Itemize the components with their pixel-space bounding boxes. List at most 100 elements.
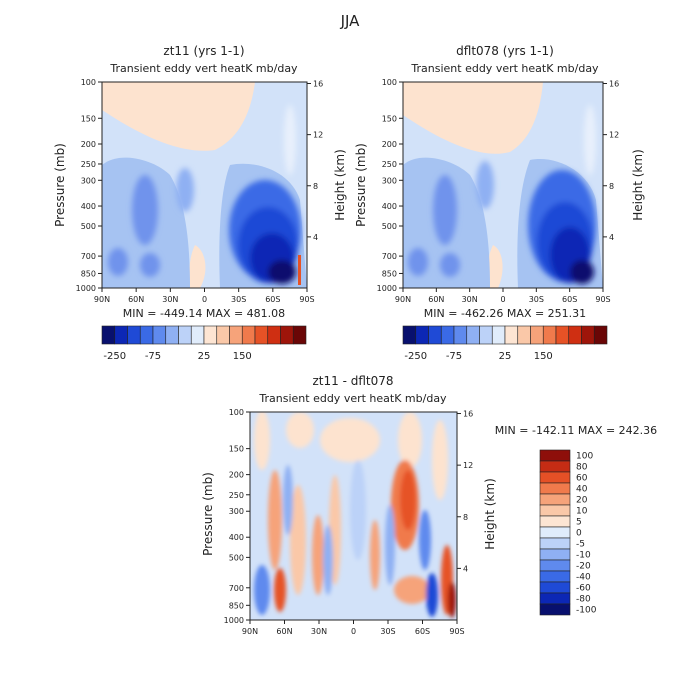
y2-tick-label: 12 xyxy=(313,131,323,140)
y-tick-label: 100 xyxy=(229,408,244,417)
colorbar-swatch xyxy=(139,325,154,345)
y-axis-label: Pressure (mb) xyxy=(53,143,67,227)
colorbar-label: -75 xyxy=(145,351,161,362)
colorbar-swatch xyxy=(114,325,128,345)
colorbar-swatch xyxy=(542,325,557,345)
x-tick-label: 0 xyxy=(202,295,207,304)
min-max-stats: MIN = -449.14 MAX = 481.08 xyxy=(123,307,285,320)
x-tick-label: 60N xyxy=(428,295,444,304)
y-tick-label: 200 xyxy=(382,140,397,149)
colorbar-swatch xyxy=(539,581,571,594)
colorbar-swatch xyxy=(539,570,571,583)
colorbar-swatch xyxy=(593,325,608,345)
colorbar-swatch xyxy=(241,325,256,345)
x-tick-label: 30S xyxy=(231,295,246,304)
colorbar-swatch xyxy=(539,548,571,561)
y-tick-label: 400 xyxy=(81,202,96,211)
colorbar-swatch xyxy=(539,482,571,495)
colorbar-label: 25 xyxy=(198,351,211,362)
y-tick-label: 300 xyxy=(81,176,96,185)
y-tick-label: 400 xyxy=(229,533,244,542)
panel-dflt078: dflt078 (yrs 1-1) Transient eddy vert he… xyxy=(354,44,645,362)
colorbar-swatch xyxy=(280,325,294,345)
colorbar-swatch xyxy=(539,526,571,539)
x-tick-label: 90S xyxy=(299,295,314,304)
y-tick-label: 400 xyxy=(382,202,397,211)
colorbar-swatch xyxy=(539,515,571,528)
colorbar-swatch xyxy=(539,603,571,616)
y-tick-label: 850 xyxy=(229,601,244,610)
colorbar-label: -250 xyxy=(404,351,427,362)
colorbar-swatch xyxy=(402,325,417,345)
colorbar-swatch xyxy=(216,325,230,345)
colorbar-label: -100 xyxy=(576,606,597,616)
colorbar-swatch xyxy=(254,325,269,345)
colorbar-swatch xyxy=(229,325,243,345)
colorbar-label: -250 xyxy=(103,351,126,362)
colorbar-label: 20 xyxy=(576,496,588,506)
colorbar-swatch xyxy=(101,325,116,345)
colorbar-swatch xyxy=(504,325,519,345)
x-tick-label: 0 xyxy=(500,295,505,304)
colorbar-label: 80 xyxy=(576,463,588,473)
y-tick-label: 200 xyxy=(229,471,244,480)
colorbar-swatch xyxy=(178,325,192,345)
min-max-stats: MIN = -142.11 MAX = 242.36 xyxy=(495,424,657,437)
y-tick-label: 250 xyxy=(382,160,397,169)
y-tick-label: 300 xyxy=(229,507,244,516)
x-tick-label: 60S xyxy=(562,295,577,304)
y-tick-label: 850 xyxy=(81,269,96,278)
colorbar-label: 5 xyxy=(576,518,582,528)
y-tick-label: 250 xyxy=(229,491,244,500)
y2-tick-label: 16 xyxy=(313,80,323,89)
colorbar-swatch xyxy=(190,325,205,345)
x-tick-label: 90N xyxy=(395,295,411,304)
y2-axis-label: Height (km) xyxy=(631,149,645,220)
colorbar-swatch xyxy=(539,537,571,550)
heatmap-field xyxy=(403,82,603,288)
panel-difference: zt11 - dflt078 Transient eddy vert heatK… xyxy=(201,374,657,636)
colorbar-label: -40 xyxy=(576,573,591,583)
colorbar-label: 40 xyxy=(576,485,588,495)
colorbar-swatch xyxy=(152,325,167,345)
y-tick-label: 100 xyxy=(81,78,96,87)
panel-zt11: zt11 (yrs 1-1) Transient eddy vert heatK… xyxy=(53,44,347,362)
colorbar-swatch xyxy=(539,592,571,605)
y-tick-label: 850 xyxy=(382,269,397,278)
y2-tick-label: 8 xyxy=(313,182,318,191)
x-tick-label: 30S xyxy=(380,627,395,636)
colorbar-label: -80 xyxy=(576,595,591,605)
colorbar-swatch xyxy=(517,325,531,345)
colorbar-label: 25 xyxy=(499,351,512,362)
y-tick-label: 300 xyxy=(382,176,397,185)
colorbar-swatch xyxy=(440,325,455,345)
colorbar-swatch xyxy=(203,325,218,345)
y2-tick-label: 4 xyxy=(463,564,468,573)
colorbar-swatch xyxy=(539,504,571,517)
colorbar-label: 0 xyxy=(576,529,582,539)
y-tick-label: 1000 xyxy=(76,284,96,293)
panel-subtitle: Transient eddy vert heatK mb/day xyxy=(109,62,298,75)
y2-axis-label: Height (km) xyxy=(483,478,497,549)
colorbar-label: -20 xyxy=(576,562,591,572)
y2-tick-label: 12 xyxy=(609,131,619,140)
y-tick-label: 700 xyxy=(382,252,397,261)
x-tick-label: 30N xyxy=(311,627,327,636)
x-tick-label: 90N xyxy=(94,295,110,304)
x-tick-label: 30N xyxy=(162,295,178,304)
colorbar-swatch xyxy=(539,471,571,484)
panel-title: zt11 (yrs 1-1) xyxy=(163,44,244,58)
colorbar-label: -60 xyxy=(576,584,591,594)
colorbar-swatch xyxy=(466,325,480,345)
y2-tick-label: 12 xyxy=(463,461,473,470)
y-axis-label: Pressure (mb) xyxy=(201,472,215,556)
colorbar-swatch xyxy=(428,325,442,345)
colorbar-swatch xyxy=(539,460,571,473)
colorbar-swatch xyxy=(581,325,595,345)
x-tick-label: 0 xyxy=(351,627,356,636)
heatmap-field xyxy=(250,412,457,620)
x-tick-label: 60S xyxy=(265,295,280,304)
y2-tick-label: 16 xyxy=(609,80,619,89)
y-tick-label: 500 xyxy=(81,222,96,231)
y-tick-label: 150 xyxy=(229,445,244,454)
